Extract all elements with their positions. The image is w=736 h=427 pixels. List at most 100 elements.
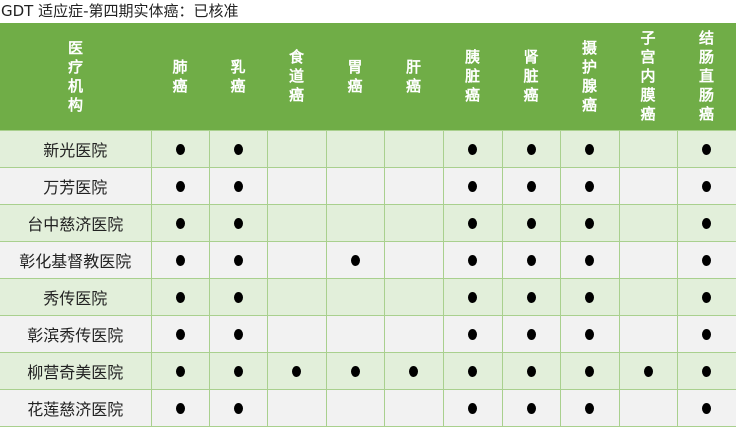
institution-name: 彰滨秀传医院 — [0, 315, 152, 353]
approval-cell — [383, 167, 444, 205]
approval-cell — [325, 352, 385, 390]
filled-circle-icon — [643, 365, 653, 377]
column-header-label: 肺癌 — [172, 57, 188, 95]
column-header-label: 子宫内膜癌 — [640, 29, 656, 123]
filled-circle-icon — [175, 217, 185, 229]
column-header-cancer: 胃癌 — [326, 23, 384, 131]
filled-circle-icon — [585, 365, 594, 377]
filled-circle-icon — [585, 143, 594, 155]
table-row: 彰化基督教医院 — [0, 241, 736, 279]
filled-circle-icon — [175, 254, 185, 266]
filled-circle-icon — [585, 328, 594, 340]
approval-cell — [501, 241, 561, 279]
approval-cell — [383, 278, 444, 316]
column-header-cancer: 结肠直肠癌 — [677, 23, 736, 131]
approval-cell — [442, 352, 503, 390]
column-header-label: 结肠直肠癌 — [698, 29, 714, 123]
institution-name: 柳营奇美医院 — [0, 352, 152, 390]
approval-cell — [442, 389, 503, 427]
approval-cell — [325, 315, 385, 353]
approval-cell — [208, 278, 268, 316]
filled-circle-icon — [526, 365, 536, 377]
table-row: 柳营奇美医院 — [0, 352, 736, 390]
column-header-cancer: 肾脏癌 — [502, 23, 560, 131]
approval-cell — [559, 315, 620, 353]
institution-name: 彰化基督教医院 — [0, 241, 152, 279]
column-header-cancer: 肝癌 — [384, 23, 443, 131]
filled-circle-icon — [233, 143, 243, 155]
filled-circle-icon — [468, 328, 477, 340]
filled-circle-icon — [292, 365, 301, 377]
approval-cell — [501, 130, 561, 168]
column-header-label: 医疗机构 — [67, 38, 83, 114]
filled-circle-icon — [526, 180, 536, 192]
column-header-institution: 医疗机构 — [0, 23, 151, 131]
table-row: 彰滨秀传医院 — [0, 315, 736, 353]
column-header-label: 摄护腺癌 — [581, 38, 597, 114]
approval-cell — [383, 130, 444, 168]
approval-cell — [150, 204, 210, 242]
filled-circle-icon — [468, 180, 477, 192]
header-row: 医疗机构 肺癌 乳癌 食道癌 胃癌 肝癌 胰脏癌 肾脏癌 摄护腺癌 子宫内膜癌 结肠直肠癌 — [0, 23, 736, 131]
approval-cell — [676, 352, 736, 390]
institution-name: 万芳医院 — [0, 167, 152, 205]
approval-cell — [208, 241, 268, 279]
approval-cell — [150, 167, 210, 205]
column-header-cancer: 食道癌 — [267, 23, 326, 131]
approval-cell — [501, 278, 561, 316]
filled-circle-icon — [233, 365, 243, 377]
approval-table: 医疗机构 肺癌 乳癌 食道癌 胃癌 肝癌 胰脏癌 肾脏癌 摄护腺癌 子宫内膜癌 结肠直肠癌 新光医院… — [0, 23, 736, 427]
filled-circle-icon — [585, 217, 594, 229]
column-header-label: 乳癌 — [230, 57, 246, 95]
filled-circle-icon — [702, 402, 712, 414]
filled-circle-icon — [233, 180, 243, 192]
filled-circle-icon — [175, 180, 185, 192]
approval-cell — [442, 241, 503, 279]
approval-cell — [618, 130, 678, 168]
approval-cell — [266, 130, 327, 168]
filled-circle-icon — [468, 143, 477, 155]
approval-cell — [442, 130, 503, 168]
approval-cell — [266, 204, 327, 242]
approval-cell — [383, 315, 444, 353]
approval-cell — [325, 204, 385, 242]
approval-cell — [501, 352, 561, 390]
filled-circle-icon — [233, 328, 243, 340]
approval-cell — [266, 315, 327, 353]
filled-circle-icon — [233, 254, 243, 266]
filled-circle-icon — [468, 217, 477, 229]
approval-cell — [676, 315, 736, 353]
table-row: 新光医院 — [0, 130, 736, 168]
filled-circle-icon — [526, 143, 536, 155]
institution-name: 新光医院 — [0, 130, 152, 168]
filled-circle-icon — [175, 328, 185, 340]
approval-cell — [150, 389, 210, 427]
filled-circle-icon — [468, 402, 477, 414]
approval-cell — [442, 204, 503, 242]
approval-cell — [618, 315, 678, 353]
filled-circle-icon — [702, 180, 712, 192]
approval-cell — [266, 241, 327, 279]
filled-circle-icon — [702, 291, 712, 303]
approval-cell — [559, 204, 620, 242]
approval-cell — [676, 130, 736, 168]
filled-circle-icon — [175, 402, 185, 414]
column-header-label: 肝癌 — [405, 57, 421, 95]
approval-cell — [325, 278, 385, 316]
institution-name: 台中慈济医院 — [0, 204, 152, 242]
approval-cell — [559, 352, 620, 390]
approval-cell — [501, 167, 561, 205]
table-row: 台中慈济医院 — [0, 204, 736, 242]
column-header-label: 肾脏癌 — [523, 48, 539, 104]
approval-cell — [150, 241, 210, 279]
filled-circle-icon — [233, 291, 243, 303]
filled-circle-icon — [175, 365, 185, 377]
column-header-label: 胃癌 — [347, 57, 363, 95]
filled-circle-icon — [526, 217, 536, 229]
approval-cell — [559, 130, 620, 168]
filled-circle-icon — [702, 143, 712, 155]
approval-cell — [266, 352, 327, 390]
table-row: 秀传医院 — [0, 278, 736, 316]
filled-circle-icon — [526, 402, 536, 414]
filled-circle-icon — [233, 217, 243, 229]
